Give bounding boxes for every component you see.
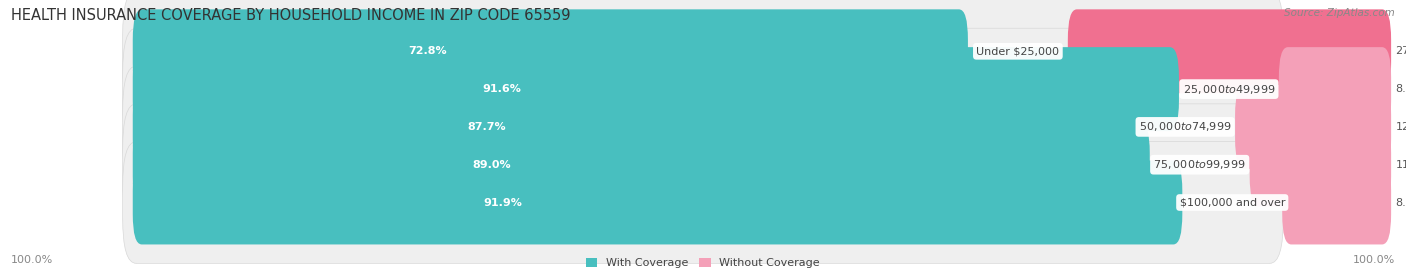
- Text: 87.7%: 87.7%: [467, 122, 506, 132]
- FancyBboxPatch shape: [132, 85, 1135, 169]
- Text: $100,000 and over: $100,000 and over: [1180, 197, 1285, 208]
- Text: 11.0%: 11.0%: [1396, 160, 1406, 170]
- Text: $75,000 to $99,999: $75,000 to $99,999: [1153, 158, 1246, 171]
- FancyBboxPatch shape: [122, 142, 1284, 263]
- Text: Under $25,000: Under $25,000: [976, 46, 1059, 56]
- Text: 8.4%: 8.4%: [1396, 84, 1406, 94]
- Text: 100.0%: 100.0%: [1353, 255, 1395, 265]
- Text: 89.0%: 89.0%: [472, 160, 510, 170]
- Text: 27.2%: 27.2%: [1396, 46, 1406, 56]
- FancyBboxPatch shape: [122, 104, 1284, 225]
- Text: $25,000 to $49,999: $25,000 to $49,999: [1182, 83, 1275, 96]
- Text: 91.6%: 91.6%: [482, 84, 522, 94]
- FancyBboxPatch shape: [132, 47, 1180, 131]
- Text: Source: ZipAtlas.com: Source: ZipAtlas.com: [1284, 8, 1395, 18]
- Legend: With Coverage, Without Coverage: With Coverage, Without Coverage: [582, 253, 824, 270]
- FancyBboxPatch shape: [1067, 9, 1391, 93]
- Text: 100.0%: 100.0%: [11, 255, 53, 265]
- Text: 8.1%: 8.1%: [1396, 197, 1406, 208]
- FancyBboxPatch shape: [1279, 47, 1391, 131]
- FancyBboxPatch shape: [1234, 85, 1391, 169]
- FancyBboxPatch shape: [132, 9, 967, 93]
- Text: HEALTH INSURANCE COVERAGE BY HOUSEHOLD INCOME IN ZIP CODE 65559: HEALTH INSURANCE COVERAGE BY HOUSEHOLD I…: [11, 8, 571, 23]
- Text: $50,000 to $74,999: $50,000 to $74,999: [1139, 120, 1232, 133]
- Text: 12.3%: 12.3%: [1396, 122, 1406, 132]
- FancyBboxPatch shape: [122, 66, 1284, 188]
- FancyBboxPatch shape: [122, 0, 1284, 112]
- FancyBboxPatch shape: [132, 123, 1150, 207]
- Text: 72.8%: 72.8%: [408, 46, 447, 56]
- FancyBboxPatch shape: [132, 161, 1182, 244]
- FancyBboxPatch shape: [1250, 123, 1391, 207]
- FancyBboxPatch shape: [122, 28, 1284, 150]
- Text: 91.9%: 91.9%: [484, 197, 522, 208]
- FancyBboxPatch shape: [1282, 161, 1391, 244]
